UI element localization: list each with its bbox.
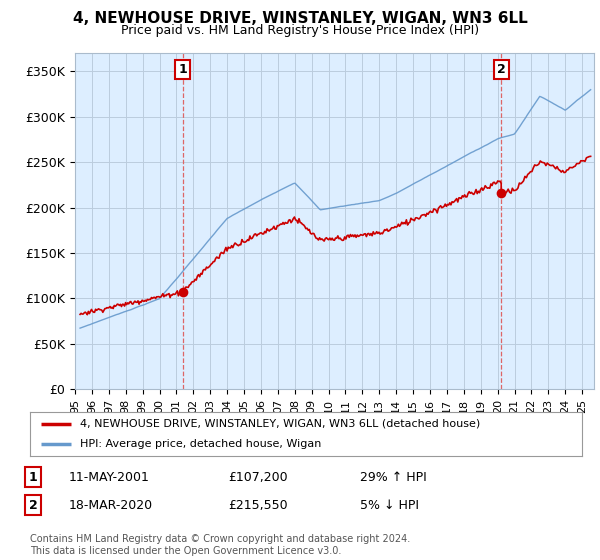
Text: Contains HM Land Registry data © Crown copyright and database right 2024.
This d: Contains HM Land Registry data © Crown c…	[30, 534, 410, 556]
Text: 5% ↓ HPI: 5% ↓ HPI	[360, 498, 419, 512]
Text: 18-MAR-2020: 18-MAR-2020	[69, 498, 153, 512]
Text: 11-MAY-2001: 11-MAY-2001	[69, 470, 150, 484]
Text: HPI: Average price, detached house, Wigan: HPI: Average price, detached house, Wiga…	[80, 439, 321, 449]
Text: £215,550: £215,550	[228, 498, 287, 512]
Text: £107,200: £107,200	[228, 470, 287, 484]
Text: Price paid vs. HM Land Registry's House Price Index (HPI): Price paid vs. HM Land Registry's House …	[121, 24, 479, 36]
Text: 4, NEWHOUSE DRIVE, WINSTANLEY, WIGAN, WN3 6LL: 4, NEWHOUSE DRIVE, WINSTANLEY, WIGAN, WN…	[73, 11, 527, 26]
Text: 29% ↑ HPI: 29% ↑ HPI	[360, 470, 427, 484]
Text: 4, NEWHOUSE DRIVE, WINSTANLEY, WIGAN, WN3 6LL (detached house): 4, NEWHOUSE DRIVE, WINSTANLEY, WIGAN, WN…	[80, 419, 480, 429]
Text: 2: 2	[497, 63, 506, 76]
Text: 2: 2	[29, 498, 37, 512]
Text: 1: 1	[29, 470, 37, 484]
Text: 1: 1	[178, 63, 187, 76]
